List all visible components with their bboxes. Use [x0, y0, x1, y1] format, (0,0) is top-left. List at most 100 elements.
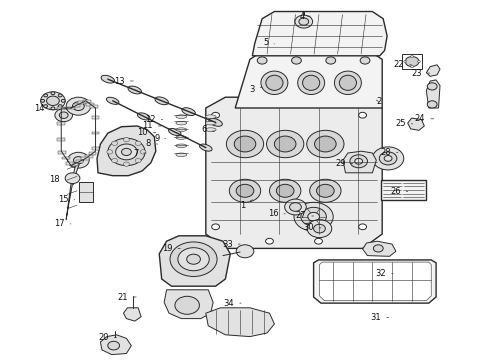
- Circle shape: [267, 130, 304, 158]
- Circle shape: [294, 202, 333, 231]
- Polygon shape: [319, 262, 431, 301]
- Circle shape: [404, 60, 407, 63]
- Circle shape: [122, 148, 131, 156]
- Bar: [78, 101, 86, 104]
- Ellipse shape: [176, 136, 187, 139]
- Ellipse shape: [297, 71, 325, 94]
- Ellipse shape: [176, 121, 187, 125]
- Circle shape: [59, 112, 68, 118]
- Bar: [67, 107, 75, 109]
- Polygon shape: [123, 308, 141, 321]
- Circle shape: [112, 158, 118, 163]
- Text: 25: 25: [395, 120, 413, 129]
- Circle shape: [58, 105, 62, 108]
- Circle shape: [373, 245, 383, 252]
- Circle shape: [315, 102, 322, 107]
- Bar: [70, 163, 78, 166]
- Circle shape: [44, 105, 48, 108]
- Circle shape: [229, 179, 261, 202]
- Circle shape: [326, 57, 336, 64]
- Text: 32: 32: [375, 269, 393, 278]
- Ellipse shape: [138, 113, 150, 120]
- Circle shape: [411, 55, 414, 58]
- Bar: [92, 148, 99, 150]
- Text: 4: 4: [299, 12, 310, 21]
- Circle shape: [360, 57, 370, 64]
- Circle shape: [47, 96, 59, 105]
- Text: 30: 30: [303, 223, 321, 233]
- Text: 9: 9: [154, 134, 166, 143]
- Circle shape: [290, 203, 301, 211]
- Ellipse shape: [101, 75, 115, 83]
- Circle shape: [310, 179, 341, 202]
- Bar: [92, 116, 99, 118]
- Circle shape: [212, 224, 220, 230]
- Ellipse shape: [176, 115, 187, 118]
- Polygon shape: [235, 50, 382, 108]
- Circle shape: [212, 112, 220, 118]
- Circle shape: [44, 94, 48, 97]
- Ellipse shape: [106, 97, 119, 104]
- Circle shape: [226, 130, 264, 158]
- Circle shape: [51, 92, 55, 95]
- Circle shape: [411, 66, 414, 68]
- Ellipse shape: [176, 153, 187, 157]
- Bar: [81, 157, 89, 160]
- Circle shape: [405, 57, 419, 67]
- Bar: [402, 54, 422, 69]
- Circle shape: [372, 147, 404, 170]
- Text: 5: 5: [263, 38, 274, 47]
- Text: 28: 28: [380, 148, 398, 157]
- Bar: [58, 151, 66, 154]
- Circle shape: [307, 130, 344, 158]
- Text: 26: 26: [390, 187, 408, 196]
- Ellipse shape: [340, 75, 357, 90]
- Circle shape: [295, 15, 313, 28]
- Bar: [86, 103, 94, 105]
- Circle shape: [236, 184, 254, 197]
- Bar: [57, 138, 65, 141]
- Polygon shape: [426, 80, 440, 108]
- Circle shape: [359, 112, 367, 118]
- Text: 17: 17: [54, 219, 71, 228]
- Polygon shape: [100, 335, 131, 355]
- Text: 18: 18: [49, 175, 66, 184]
- Circle shape: [317, 184, 334, 197]
- Ellipse shape: [266, 75, 283, 90]
- Circle shape: [108, 341, 120, 350]
- Circle shape: [257, 57, 267, 64]
- Polygon shape: [408, 118, 424, 130]
- Bar: [73, 104, 80, 107]
- Polygon shape: [164, 290, 213, 319]
- Circle shape: [65, 173, 80, 184]
- Bar: [62, 157, 70, 159]
- Text: 27: 27: [295, 211, 314, 220]
- Polygon shape: [66, 164, 79, 220]
- Ellipse shape: [128, 86, 142, 94]
- Text: 3: 3: [249, 85, 262, 94]
- Ellipse shape: [335, 71, 362, 94]
- Bar: [85, 155, 93, 158]
- Circle shape: [274, 136, 296, 152]
- Bar: [57, 107, 65, 109]
- Polygon shape: [314, 260, 436, 303]
- Ellipse shape: [199, 144, 212, 151]
- Text: 1: 1: [240, 200, 252, 210]
- Polygon shape: [206, 97, 382, 248]
- Ellipse shape: [261, 71, 288, 94]
- Circle shape: [112, 141, 118, 145]
- Circle shape: [355, 158, 363, 164]
- Circle shape: [276, 184, 294, 197]
- Text: 10: 10: [138, 128, 156, 137]
- Ellipse shape: [205, 128, 216, 131]
- Circle shape: [314, 224, 325, 233]
- Circle shape: [175, 296, 199, 314]
- Circle shape: [266, 102, 273, 107]
- Circle shape: [384, 156, 392, 161]
- Circle shape: [107, 150, 113, 154]
- Ellipse shape: [169, 129, 181, 136]
- Ellipse shape: [176, 128, 187, 131]
- Circle shape: [301, 207, 326, 226]
- Circle shape: [315, 238, 322, 244]
- Circle shape: [170, 242, 217, 276]
